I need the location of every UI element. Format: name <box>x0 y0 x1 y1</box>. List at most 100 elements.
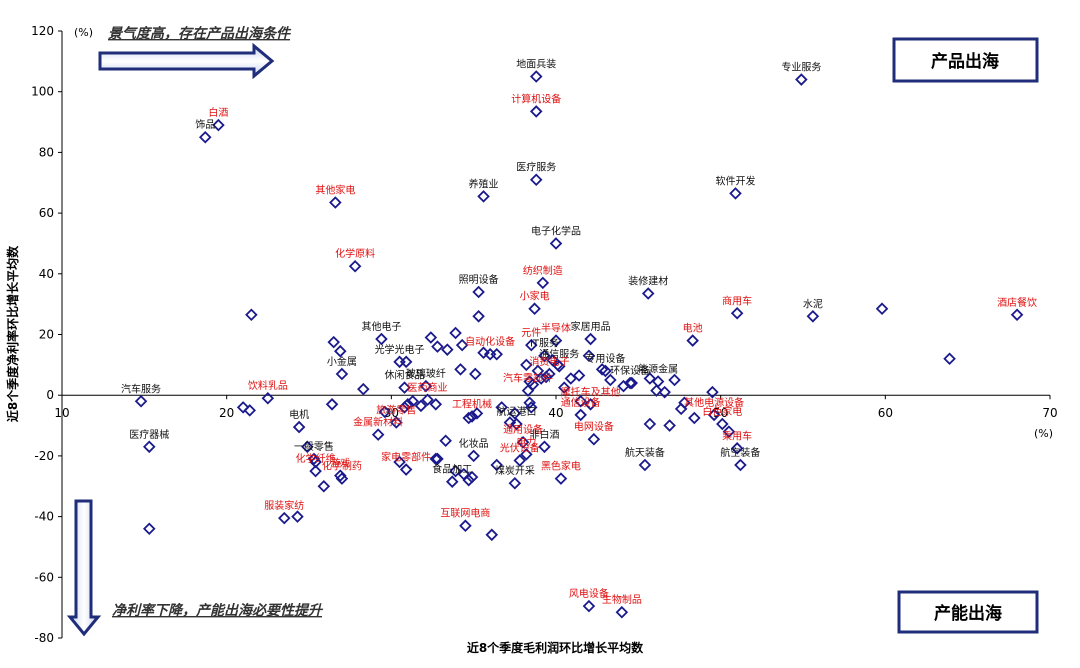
y-tick-label: 60 <box>39 206 54 220</box>
y-tick-label: -80 <box>34 631 54 645</box>
data-points <box>134 70 1024 619</box>
point-label: 饮料乳品 <box>248 379 288 392</box>
data-point <box>317 479 331 493</box>
top-annotation: 景气度高，存在产品出海条件 <box>108 25 292 42</box>
y-tick-label: 20 <box>39 328 54 342</box>
data-point <box>393 455 406 469</box>
data-point <box>643 372 657 385</box>
data-point <box>465 410 479 423</box>
data-point <box>477 346 490 359</box>
point-label: 工程机械 <box>452 397 492 410</box>
data-point <box>716 417 729 431</box>
data-point <box>399 463 413 476</box>
data-point <box>335 472 349 485</box>
data-point <box>357 382 370 396</box>
point-label: 煤炭开采 <box>495 464 535 477</box>
point-label: 元件 <box>521 327 541 339</box>
data-point <box>508 476 522 490</box>
data-point <box>429 452 443 466</box>
data-point <box>572 369 586 382</box>
data-point <box>536 276 550 290</box>
point-label: 电网设备 <box>574 420 614 433</box>
point-label: 金属新材料 <box>353 416 403 429</box>
data-point <box>454 363 467 376</box>
point-label: 其他家电 <box>315 183 355 196</box>
point-label: 专用设备 <box>585 352 625 365</box>
point-label: 航天装备 <box>625 446 665 459</box>
data-point <box>875 302 889 315</box>
point-label: 软件开发 <box>715 174 755 187</box>
data-point <box>549 334 563 347</box>
data-point <box>424 331 438 344</box>
data-point <box>529 173 543 186</box>
x-tick-label: 60 <box>878 406 893 420</box>
data-point <box>730 442 744 455</box>
point-label: 家电零部件 <box>381 451 431 464</box>
data-point <box>638 458 652 472</box>
data-point <box>538 349 551 363</box>
data-point <box>688 411 701 425</box>
data-point <box>582 599 596 613</box>
data-point <box>529 70 543 83</box>
data-point <box>371 428 385 441</box>
data-point <box>513 454 527 467</box>
point-label: 电机 <box>289 408 309 421</box>
data-point <box>526 378 540 391</box>
point-label: 环保设备 <box>610 364 650 377</box>
data-point <box>325 398 339 411</box>
data-point <box>795 73 808 86</box>
data-point <box>301 440 314 454</box>
data-point <box>334 469 347 482</box>
point-label: 自动化设备 <box>465 335 515 348</box>
data-point <box>375 332 388 346</box>
point-label: 摩托车及其他 <box>561 385 621 398</box>
data-point <box>686 334 699 347</box>
data-point <box>510 417 523 431</box>
data-point <box>335 367 349 381</box>
data-point <box>421 393 434 407</box>
point-label: 通用设备 <box>503 423 543 436</box>
point-label: 白酒 <box>208 106 228 119</box>
data-point <box>557 381 571 394</box>
data-point <box>429 398 443 411</box>
data-point <box>538 440 551 454</box>
data-point <box>212 118 225 132</box>
data-point <box>551 358 564 372</box>
data-point <box>309 455 322 469</box>
data-point <box>414 399 428 413</box>
data-point <box>278 511 291 525</box>
data-point <box>508 407 522 420</box>
data-point <box>406 394 420 408</box>
data-point <box>663 419 676 432</box>
data-point <box>528 302 541 315</box>
y-tick-label: 100 <box>31 85 54 99</box>
point-label: 纺织制造 <box>523 264 563 277</box>
data-point <box>401 398 415 411</box>
data-point <box>449 326 462 340</box>
x-tick-label: 40 <box>548 406 563 420</box>
x-tick-label: 20 <box>219 406 234 420</box>
data-point <box>729 187 742 200</box>
point-label: 能源金属 <box>638 363 678 376</box>
y-tick-label: 40 <box>39 267 54 281</box>
data-point <box>1010 308 1024 322</box>
data-point <box>245 308 258 322</box>
data-point <box>243 404 256 417</box>
data-point <box>143 522 156 536</box>
y-tick-label: -40 <box>34 510 54 524</box>
data-point <box>534 372 548 385</box>
data-point <box>472 310 485 323</box>
data-point <box>472 285 485 299</box>
data-point <box>707 408 721 422</box>
data-point <box>943 352 956 366</box>
data-point <box>625 376 639 390</box>
point-label: 电力 <box>516 435 536 448</box>
data-point <box>398 401 411 414</box>
data-point <box>462 473 475 487</box>
point-label: 黑色家电 <box>541 460 581 473</box>
data-point <box>668 373 681 387</box>
data-point <box>390 416 403 429</box>
data-point <box>134 394 148 408</box>
capacity-export-box: 产能出海 <box>897 590 1039 634</box>
